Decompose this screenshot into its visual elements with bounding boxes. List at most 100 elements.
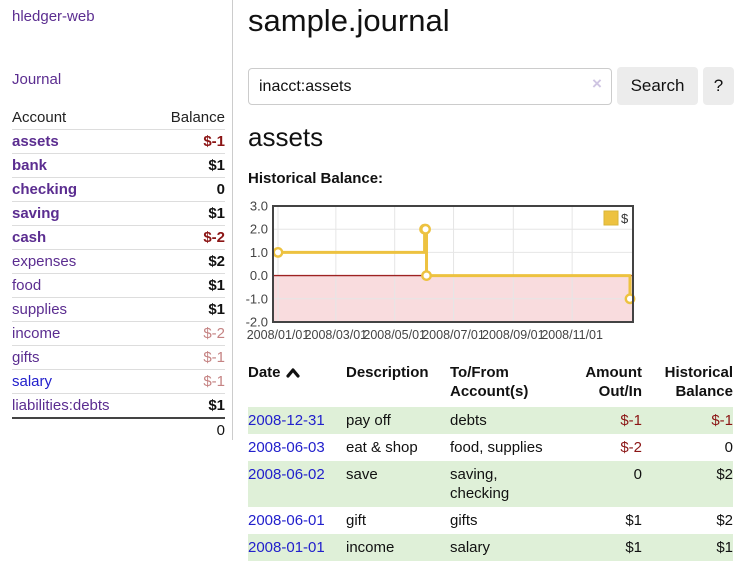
register-header-row: Date Description To/From Account(s) Amou… — [248, 361, 733, 407]
svg-text:$: $ — [621, 211, 629, 226]
accounts-balance-table: Account Balance assets $-1 bank $1 checkin… — [12, 106, 225, 442]
account-balance: $1 — [140, 201, 225, 226]
account-link-supplies[interactable]: supplies — [12, 301, 68, 318]
account-row: checking 0 — [12, 177, 225, 202]
transaction-balance: $2 — [716, 512, 733, 529]
svg-text:2008/11/01: 2008/11/01 — [541, 328, 603, 342]
transaction-amount: $1 — [625, 512, 642, 529]
transaction-balance: 0 — [724, 439, 733, 456]
account-link-salary[interactable]: salary — [12, 373, 53, 390]
sort-asc-icon — [285, 364, 300, 383]
account-balance: 0 — [140, 177, 225, 202]
account-row: gifts $-1 — [12, 345, 225, 370]
account-link-income[interactable]: income — [12, 325, 61, 342]
svg-text:2008/01/01: 2008/01/01 — [247, 328, 310, 342]
svg-text:2.0: 2.0 — [250, 222, 268, 237]
account-row: income $-2 — [12, 321, 225, 346]
search-button[interactable]: Search — [617, 67, 698, 105]
transaction-accounts: debts — [450, 407, 562, 434]
account-balance: $1 — [140, 297, 225, 322]
account-balance: $1 — [140, 273, 225, 298]
account-row: assets $-1 — [12, 129, 225, 154]
transaction-description: save — [346, 461, 450, 507]
account-balance: $-1 — [140, 369, 225, 394]
page-title: sample.journal — [248, 3, 450, 38]
account-link-cash[interactable]: cash — [12, 229, 47, 246]
transaction-description: eat & shop — [346, 439, 418, 456]
transaction-accounts: food, supplies — [450, 439, 543, 456]
account-balance: $1 — [140, 153, 225, 178]
transaction-row: 2008-06-01 gift gifts $1 $2 — [248, 507, 733, 534]
transaction-description: income — [346, 534, 450, 561]
account-row: liabilities:debts $1 — [12, 393, 225, 419]
account-row: expenses $2 — [12, 249, 225, 274]
transaction-balance: $2 — [642, 461, 733, 507]
account-link-assets[interactable]: assets — [12, 133, 59, 150]
account-balance: $-1 — [140, 129, 225, 154]
account-link-checking[interactable]: checking — [12, 181, 78, 198]
account-link-saving[interactable]: saving — [12, 205, 60, 222]
svg-text:-1.0: -1.0 — [246, 291, 268, 306]
transaction-balance: $1 — [642, 534, 733, 561]
svg-text:0.0: 0.0 — [250, 268, 268, 283]
date-column-header[interactable]: Date — [248, 361, 346, 407]
account-row: supplies $1 — [12, 297, 225, 322]
account-link-food[interactable]: food — [12, 277, 42, 294]
transaction-date-link[interactable]: 2008-12-31 — [248, 412, 325, 429]
accounts-total-row: 0 — [12, 417, 225, 442]
transaction-amount: $-2 — [620, 439, 642, 456]
account-link-liabilities-debts[interactable]: liabilities:debts — [12, 397, 110, 414]
transaction-date-link[interactable]: 2008-06-02 — [248, 466, 325, 483]
account-balance: $2 — [140, 249, 225, 274]
accounts-column-header: To/From Account(s) — [450, 364, 529, 400]
account-balance: $1 — [140, 393, 225, 419]
account-row: saving $1 — [12, 201, 225, 226]
sidebar-item-journal[interactable]: Journal — [12, 71, 62, 88]
svg-text:-2.0: -2.0 — [246, 315, 268, 330]
account-balance: $-2 — [140, 321, 225, 346]
transaction-amount: 0 — [562, 461, 642, 507]
transaction-row: 2008-06-02 save saving, checking 0 $2 — [248, 461, 733, 507]
account-balance: $-1 — [140, 345, 225, 370]
transaction-accounts: salary — [450, 534, 562, 561]
svg-text:2008/09/01: 2008/09/01 — [482, 328, 545, 342]
account-page-title: assets — [248, 122, 324, 152]
transaction-row: 2008-12-31 pay off debts $-1 $-1 — [248, 407, 733, 434]
transaction-description: gift — [346, 512, 367, 529]
balance-column-header: Historical Balance — [664, 364, 733, 400]
sidebar: hledger-web Journal Account Balance asse… — [0, 0, 233, 442]
transaction-date-link[interactable]: 2008-01-01 — [248, 539, 325, 556]
account-row: bank $1 — [12, 153, 225, 178]
transaction-amount: $-1 — [562, 407, 642, 434]
historical-balance-chart: $3.0 2.0 1.0 0.0 -1.0 -2.02008/01/012008/03/0… — [246, 199, 636, 342]
account-row: cash $-2 — [12, 225, 225, 250]
transaction-accounts: saving, checking — [450, 461, 562, 507]
account-link-expenses[interactable]: expenses — [12, 253, 77, 270]
transaction-row: 2008-06-03 eat & shop food, supplies $-2… — [248, 434, 733, 461]
amount-column-header: Amount Out/In — [585, 364, 642, 400]
chart-section-label: Historical Balance: — [248, 170, 384, 187]
register-table: Date Description To/From Account(s) Amou… — [248, 361, 733, 561]
transaction-date-link[interactable]: 2008-06-01 — [248, 512, 325, 529]
account-balance: $-2 — [140, 225, 225, 250]
transaction-amount: $1 — [562, 534, 642, 561]
transaction-description: pay off — [346, 407, 450, 434]
account-row: food $1 — [12, 273, 225, 298]
clear-search-icon[interactable]: × — [592, 74, 602, 93]
accounts-total-balance: 0 — [140, 417, 225, 442]
help-button[interactable]: ? — [703, 67, 734, 105]
svg-text:2008/03/01: 2008/03/01 — [305, 328, 368, 342]
account-link-bank[interactable]: bank — [12, 157, 48, 174]
svg-text:1.0: 1.0 — [250, 245, 268, 260]
description-column-header: Description — [346, 364, 429, 381]
account-link-gifts[interactable]: gifts — [12, 349, 40, 366]
transaction-row: 2008-01-01 income salary $1 $1 — [248, 534, 733, 561]
transaction-accounts: gifts — [450, 512, 478, 529]
transaction-date-link[interactable]: 2008-06-03 — [248, 439, 325, 456]
app-brand-link[interactable]: hledger-web — [12, 8, 95, 25]
svg-text:2008/05/01: 2008/05/01 — [363, 328, 426, 342]
account-row: salary $-1 — [12, 369, 225, 394]
search-input[interactable] — [248, 68, 612, 105]
transaction-balance: $-1 — [642, 407, 733, 434]
